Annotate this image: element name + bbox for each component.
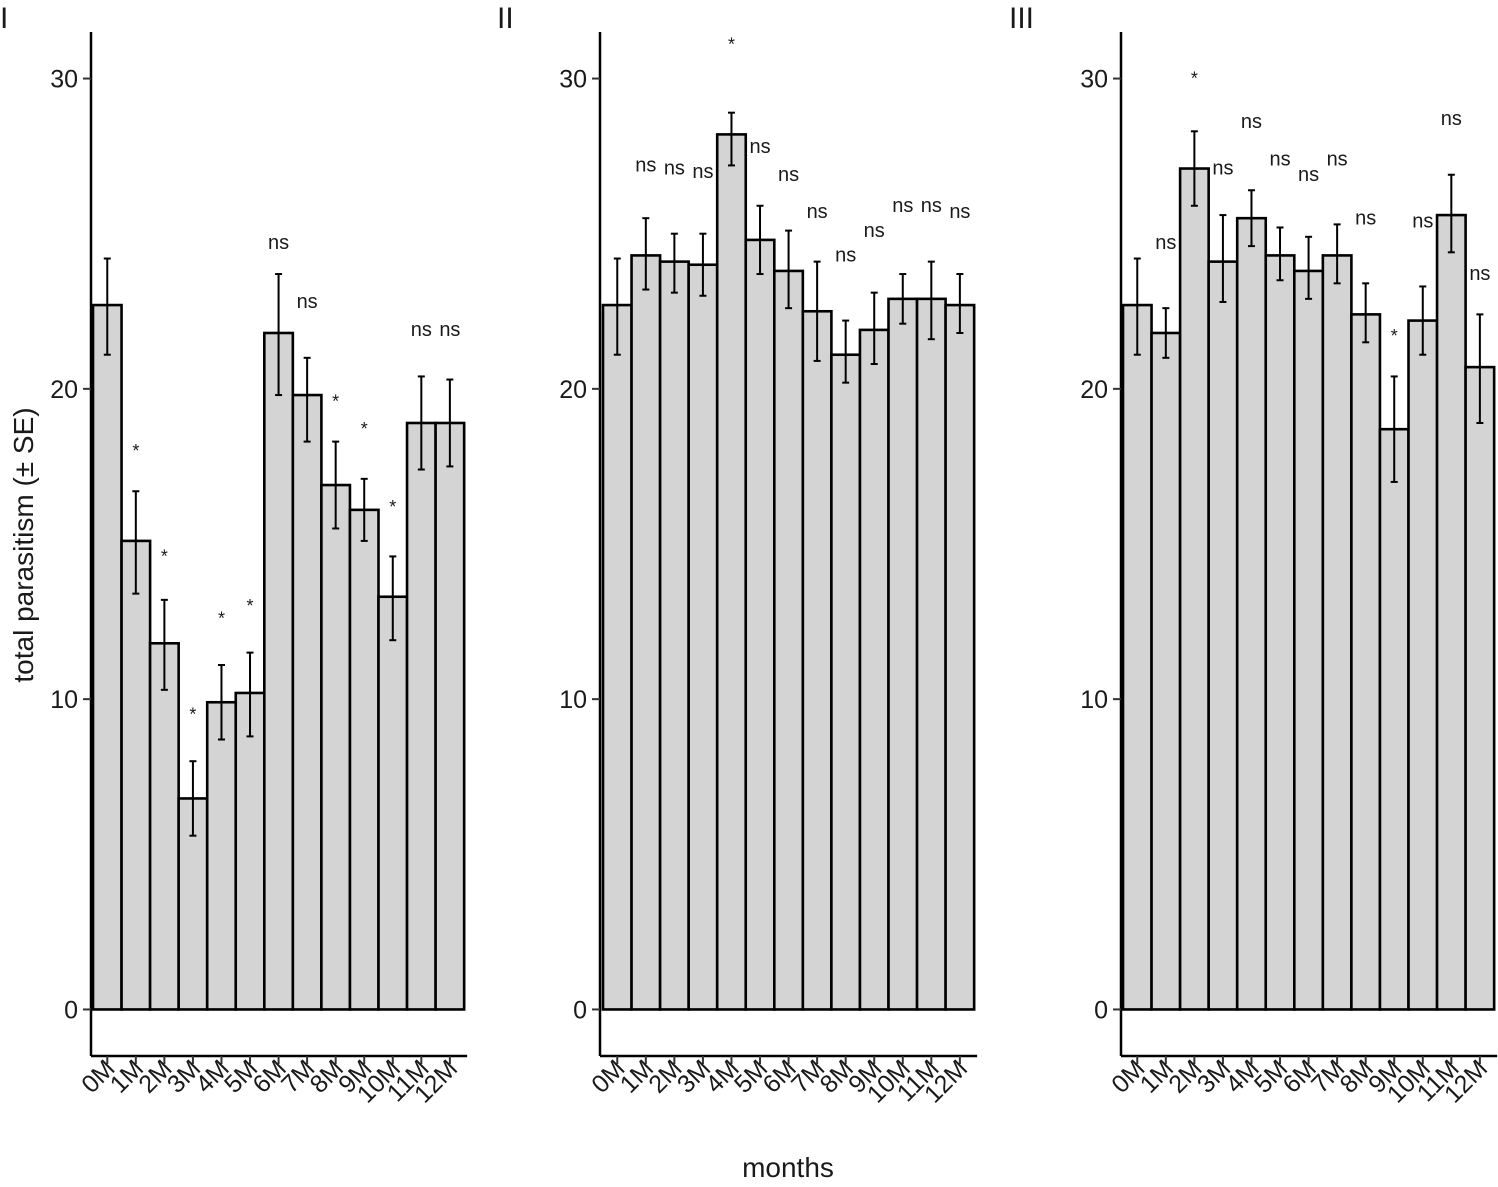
panel-label: II: [497, 2, 514, 35]
bar: [772, 269, 805, 1011]
significance-label: ns: [749, 136, 770, 158]
y-tick-label: 20: [50, 376, 78, 404]
significance-label: *: [189, 705, 196, 725]
y-tick-label: 10: [50, 686, 78, 714]
bar: [858, 328, 890, 1011]
y-tick-label: 30: [50, 66, 78, 94]
significance-label: *: [218, 608, 225, 628]
significance-label: *: [1191, 69, 1198, 89]
bar: [830, 353, 862, 1011]
significance-label: *: [389, 497, 396, 517]
significance-label: ns: [692, 161, 713, 183]
bar: [291, 393, 323, 1011]
y-tick-label: 0: [64, 996, 78, 1024]
bar: [1121, 303, 1153, 1011]
significance-label: ns: [1298, 164, 1319, 186]
bar: [234, 691, 266, 1011]
bar: [1350, 313, 1382, 1011]
significance-label: *: [1391, 326, 1398, 346]
bar: [377, 595, 409, 1011]
significance-label: *: [361, 419, 368, 439]
significance-label: ns: [1155, 232, 1176, 254]
y-axis-label: total parasitism (± SE): [8, 407, 39, 682]
significance-label: ns: [949, 201, 970, 223]
bar: [434, 421, 466, 1011]
y-tick-label: 30: [559, 66, 587, 94]
panel-3: IIIns*nsnsnsnsnsns*nsnsns01020300M1M2M3M…: [1009, 2, 1498, 1109]
bar: [1264, 254, 1296, 1011]
significance-label: ns: [1469, 263, 1490, 285]
significance-label: ns: [864, 220, 885, 242]
bar: [1178, 167, 1210, 1011]
bar: [944, 303, 976, 1011]
bar: [1435, 213, 1467, 1011]
bar: [658, 260, 690, 1011]
significance-label: ns: [439, 319, 460, 341]
significance-label: ns: [921, 195, 942, 217]
significance-label: ns: [835, 245, 856, 267]
significance-label: ns: [664, 158, 685, 180]
significance-label: *: [132, 441, 139, 461]
bar: [120, 539, 152, 1011]
bar: [1150, 331, 1182, 1011]
bar: [801, 309, 833, 1011]
significance-label: *: [332, 391, 339, 411]
bar: [1407, 319, 1439, 1011]
significance-label: ns: [778, 164, 799, 186]
bar: [348, 508, 380, 1011]
bar: [887, 297, 919, 1011]
bar: [405, 421, 437, 1011]
bar: [1321, 254, 1353, 1011]
bar: [601, 303, 633, 1011]
significance-label: ns: [1441, 108, 1462, 130]
significance-label: ns: [268, 232, 289, 254]
significance-label: ns: [411, 319, 432, 341]
significance-label: *: [728, 34, 735, 54]
y-tick-label: 0: [573, 996, 587, 1024]
significance-label: ns: [892, 195, 913, 217]
significance-label: ns: [635, 155, 656, 177]
significance-label: ns: [1212, 158, 1233, 180]
bar: [1235, 216, 1268, 1011]
panel-label: III: [1009, 2, 1034, 35]
bar: [148, 641, 180, 1011]
bar: [1207, 260, 1239, 1011]
significance-label: ns: [1327, 148, 1348, 170]
significance-label: ns: [1241, 111, 1262, 133]
panel-label: I: [0, 2, 8, 35]
y-tick-label: 20: [559, 376, 587, 404]
bar: [915, 297, 947, 1011]
bar: [320, 483, 352, 1011]
significance-label: *: [161, 546, 168, 566]
x-axis-label: months: [742, 1152, 834, 1182]
significance-label: ns: [297, 291, 318, 313]
bar: [715, 133, 748, 1011]
y-tick-label: 0: [1094, 996, 1108, 1024]
bar: [687, 263, 719, 1011]
bar: [630, 254, 662, 1011]
bar: [744, 238, 776, 1011]
bar: [1378, 427, 1410, 1011]
significance-label: ns: [1412, 210, 1433, 232]
y-tick-label: 30: [1080, 66, 1108, 94]
y-tick-label: 10: [559, 686, 587, 714]
significance-label: ns: [1269, 148, 1290, 170]
y-tick-label: 20: [1080, 376, 1108, 404]
bar: [1464, 365, 1496, 1011]
y-tick-label: 10: [1080, 686, 1108, 714]
bar: [262, 331, 295, 1011]
significance-label: ns: [1355, 207, 1376, 229]
bar: [91, 303, 123, 1011]
significance-label: *: [247, 596, 254, 616]
bar: [205, 700, 238, 1011]
bar: [1293, 269, 1325, 1011]
significance-label: ns: [807, 201, 828, 223]
